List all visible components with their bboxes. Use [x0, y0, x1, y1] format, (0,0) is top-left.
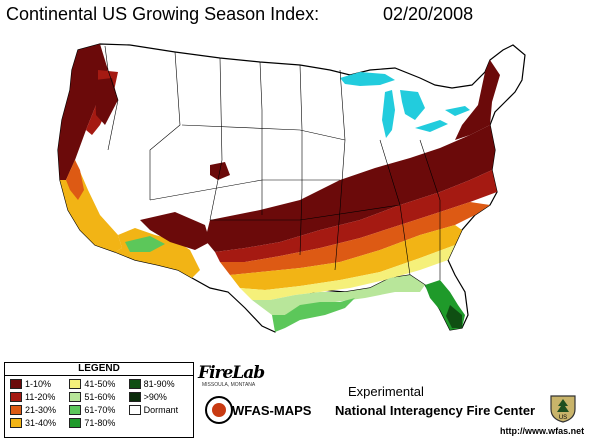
band-21-30: [220, 202, 490, 275]
us-growing-season-map: [57, 43, 526, 333]
lake-erie: [415, 120, 448, 132]
wfas-label: WFAS-MAPS: [232, 403, 312, 418]
ca-orange: [66, 160, 84, 200]
legend-label: 1-10%: [25, 379, 52, 389]
legend-swatch: [128, 405, 141, 415]
lake-huron: [400, 90, 425, 120]
band-51-60: [252, 275, 425, 315]
legend-swatch: [10, 418, 22, 428]
legend-swatch: [10, 392, 22, 402]
legend-item: 11-20%: [10, 392, 69, 402]
legend-item: Dormant: [128, 405, 188, 415]
legend-item: 81-90%: [128, 379, 188, 389]
legend-label: 31-40%: [25, 418, 57, 428]
legend-item: 61-70%: [69, 405, 128, 415]
band-41-50: [240, 245, 455, 300]
legend-label: 51-60%: [84, 392, 116, 402]
fire-emblem-icon: [205, 396, 233, 424]
band-61-70: [272, 298, 355, 332]
usfs-shield-icon: US: [550, 395, 576, 423]
legend-item: 21-30%: [10, 405, 69, 415]
legend-swatch: [69, 405, 82, 415]
legend-label: >90%: [143, 392, 167, 402]
lake-michigan: [382, 90, 395, 138]
band-11-20: [215, 170, 497, 262]
band-31-40: [230, 225, 462, 290]
legend-label: Dormant: [143, 405, 179, 415]
firelab-logo: FireLab: [198, 363, 265, 383]
legend-grid: 1-10% 41-50% 81-90% 11-20% 51-60% >90% 21-30% 6…: [5, 376, 193, 431]
legend-label: 81-90%: [143, 379, 175, 389]
legend-swatch: [128, 379, 141, 389]
legend-swatch: [10, 379, 22, 389]
legend-item: 1-10%: [10, 379, 69, 389]
florida-dark: [446, 305, 462, 328]
legend-label: 21-30%: [25, 405, 57, 415]
lake-ontario: [445, 106, 470, 116]
basin-darkred: [95, 78, 118, 125]
legend-item: 71-80%: [69, 418, 128, 428]
legend-swatch: [10, 405, 22, 415]
legend-item: >90%: [128, 392, 188, 402]
state-lines: [104, 45, 441, 280]
legend-label: 11-20%: [25, 392, 56, 402]
legend: LEGEND 1-10% 41-50% 81-90% 11-20% 51-60% >90%…: [4, 362, 194, 438]
legend-item: 51-60%: [69, 392, 128, 402]
legend-label: 71-80%: [84, 418, 116, 428]
experimental-label: Experimental: [348, 384, 424, 399]
map-date: 02/20/2008: [383, 4, 474, 24]
legend-item: 41-50%: [69, 379, 128, 389]
svg-text:US: US: [559, 415, 567, 421]
map-title: Continental US Growing Season Index:: [6, 4, 320, 24]
legend-item: 31-40%: [10, 418, 69, 428]
lake-superior: [340, 72, 395, 86]
wfas-url-link[interactable]: http://www.wfas.net: [500, 426, 585, 436]
legend-swatch: [69, 379, 82, 389]
legend-swatch: [69, 418, 82, 428]
nifc-label: National Interagency Fire Center: [335, 403, 536, 418]
nw-coast-band: [58, 44, 108, 180]
ne-band: [455, 60, 500, 140]
legend-swatch: [69, 392, 82, 402]
legend-label: 61-70%: [84, 405, 116, 415]
az-darkred: [140, 212, 210, 250]
legend-swatch: [128, 392, 141, 402]
legend-label: 41-50%: [84, 379, 116, 389]
legend-title: LEGEND: [5, 363, 193, 376]
firelab-sub: MISSOULA, MONTANA: [202, 382, 256, 388]
az-green: [125, 236, 165, 252]
